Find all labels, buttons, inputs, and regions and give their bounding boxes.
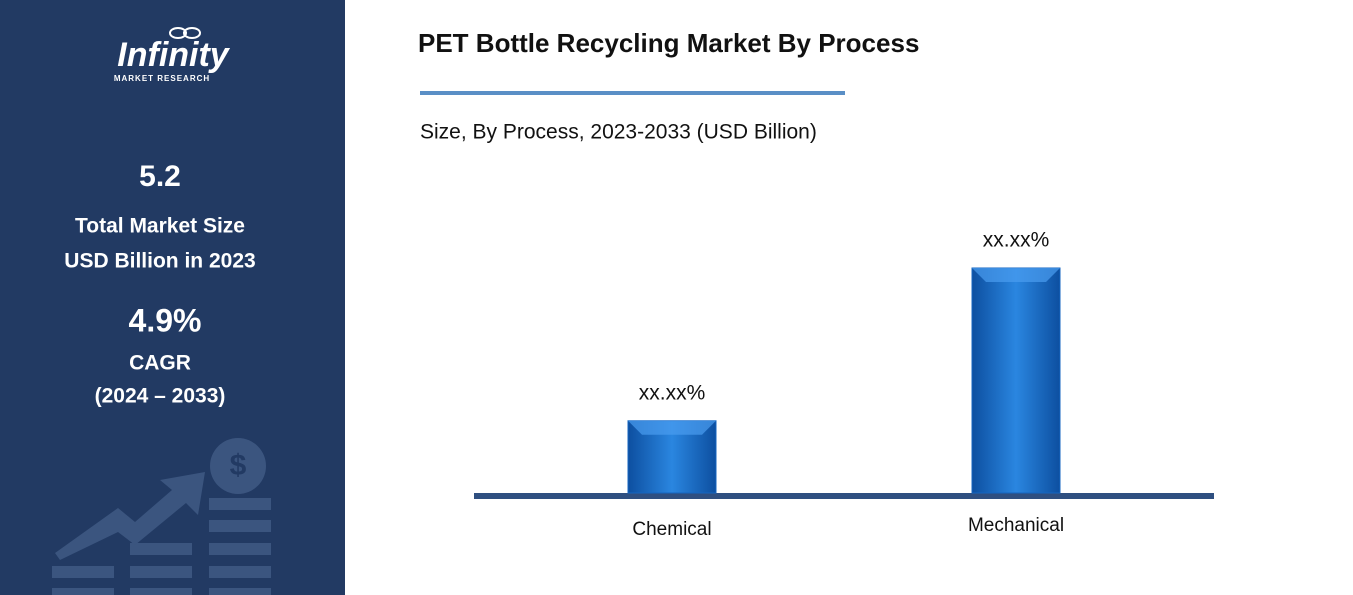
bar-facet bbox=[972, 268, 1060, 282]
bar bbox=[971, 267, 1061, 494]
logo-mark bbox=[169, 27, 201, 39]
bar-facet bbox=[628, 420, 716, 435]
logo: Infinity bbox=[117, 36, 231, 74]
x-tick-label: Chemical bbox=[632, 519, 711, 540]
title-underline bbox=[420, 91, 845, 95]
dollar-icon: $ bbox=[230, 449, 247, 482]
sidebar-icon bbox=[52, 438, 271, 595]
chart-subtitle: Size, By Process, 2023-2033 (USD Billion… bbox=[420, 121, 817, 144]
cagr-period: (2024 – 2033) bbox=[95, 385, 226, 408]
baseline bbox=[474, 493, 1214, 499]
value-label: xx.xx% bbox=[639, 381, 706, 404]
cagr-label: CAGR bbox=[129, 352, 191, 375]
chart-title: PET Bottle Recycling Market By Process bbox=[418, 28, 919, 58]
x-tick-label: Mechanical bbox=[968, 515, 1064, 536]
cagr: 4.9% bbox=[129, 302, 202, 338]
market-size-label: Total Market Size bbox=[75, 215, 245, 238]
market-size-label: USD Billion in 2023 bbox=[64, 250, 255, 273]
logo-subtitle: MARKET RESEARCH bbox=[114, 74, 210, 83]
market-size: 5.2 bbox=[139, 160, 181, 193]
value-label: xx.xx% bbox=[983, 229, 1050, 252]
